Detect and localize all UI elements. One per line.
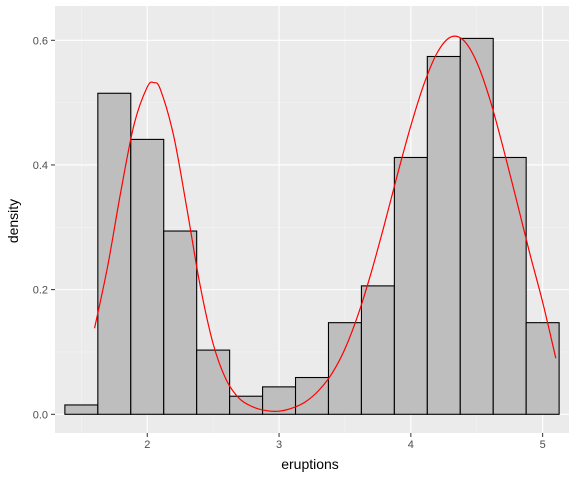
histogram-bar	[64, 404, 99, 415]
histogram-bar	[525, 322, 560, 415]
histogram-bar	[327, 322, 362, 415]
histogram-bar	[492, 156, 527, 415]
x-tick-label: 2	[144, 439, 150, 451]
histogram-bar	[426, 55, 461, 415]
histogram-bar	[360, 285, 395, 415]
y-tick-label: 0.0	[33, 409, 48, 421]
histogram-bars	[64, 37, 560, 415]
y-axis: 0.0 0.2 0.4 0.6	[33, 35, 55, 421]
y-tick-label: 0.4	[33, 160, 48, 172]
x-axis: 2 3 4 5	[144, 433, 546, 451]
histogram-bar	[229, 395, 264, 415]
y-tick-label: 0.2	[33, 285, 48, 297]
x-tick-label: 3	[276, 439, 282, 451]
histogram-bar	[262, 386, 297, 415]
y-axis-title: density	[5, 199, 21, 243]
x-axis-title: eruptions	[281, 456, 339, 472]
histogram-bar	[459, 37, 494, 415]
histogram-bar	[130, 138, 165, 415]
histogram-bar	[97, 92, 132, 415]
x-tick-label: 5	[540, 439, 546, 451]
histogram-bar	[393, 156, 428, 415]
density-curve	[93, 35, 557, 412]
y-tick-label: 0.6	[33, 35, 48, 47]
histogram-bar	[294, 376, 330, 415]
histogram-bar	[163, 230, 198, 415]
histogram-bar	[196, 349, 231, 415]
x-tick-label: 4	[408, 439, 414, 451]
